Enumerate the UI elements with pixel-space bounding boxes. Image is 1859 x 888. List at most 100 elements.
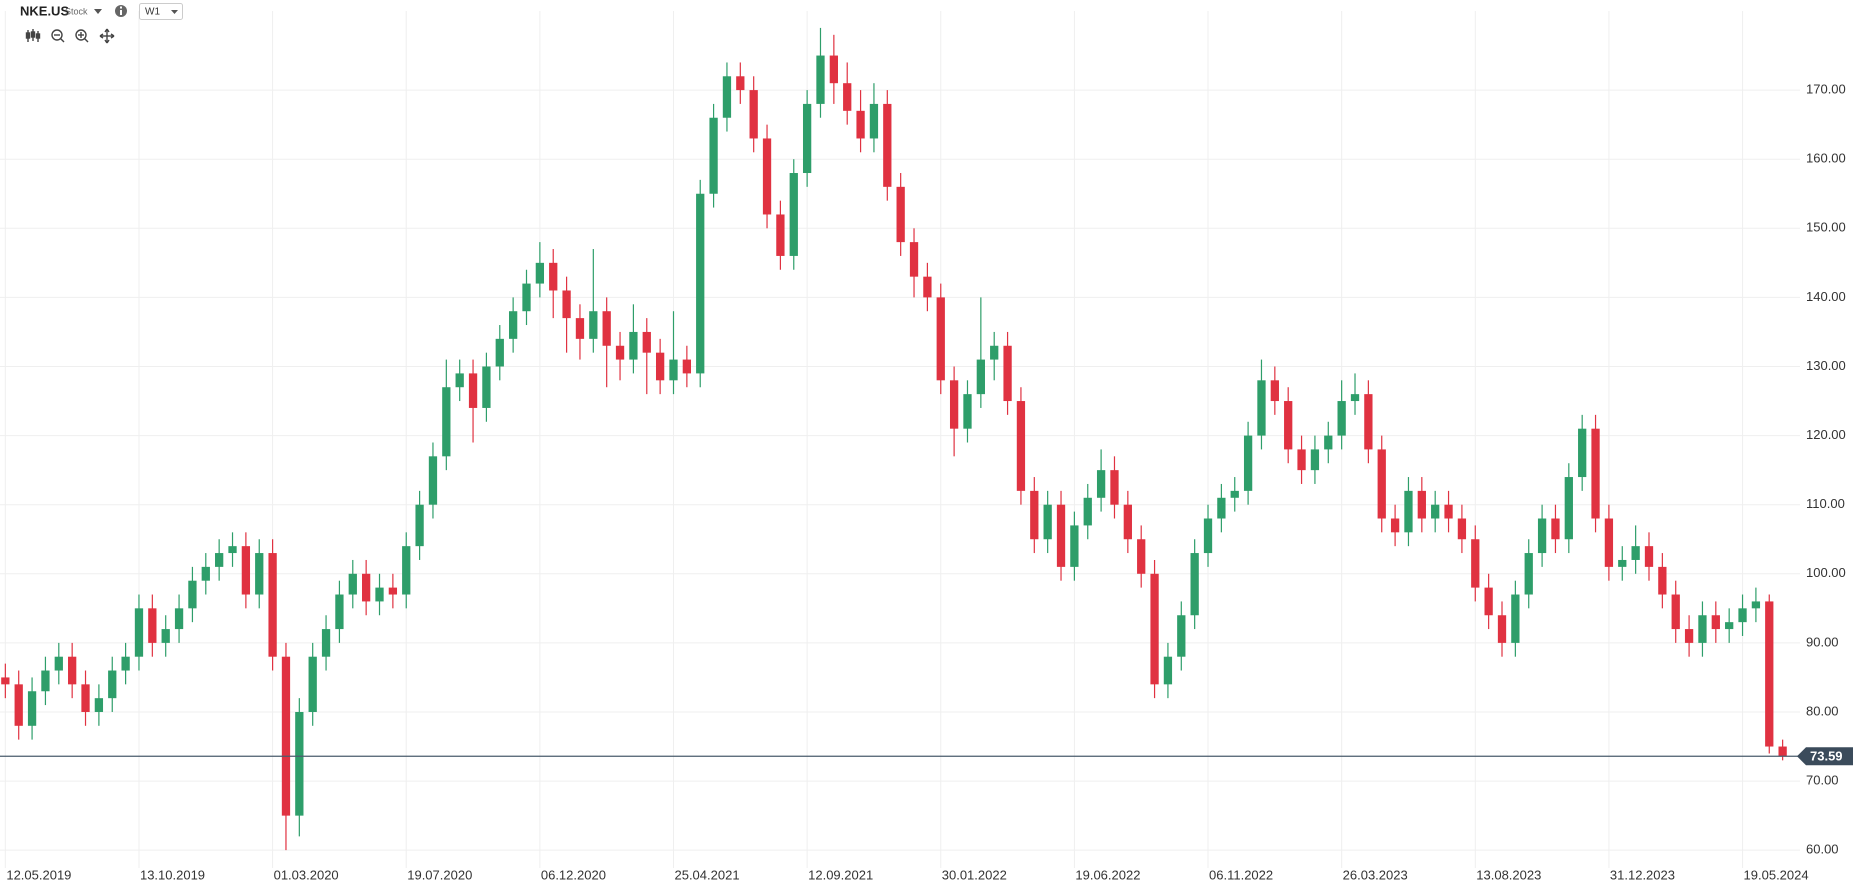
candle-body	[508, 311, 518, 339]
candle-body	[1257, 380, 1266, 436]
symbol[interactable]: NKE.US	[20, 3, 69, 18]
x-tick-label: 06.12.2020	[541, 867, 606, 882]
last-price-tag	[1797, 747, 1853, 766]
x-tick-label: 06.11.2022	[1209, 867, 1273, 882]
candle-body	[442, 387, 451, 457]
info-icon-glyph	[120, 10, 122, 15]
candle-body	[762, 138, 772, 215]
candle-body	[54, 656, 63, 671]
candle-body	[41, 670, 50, 692]
candle-body	[27, 691, 37, 726]
toolbar	[25, 28, 115, 44]
interval-dropdown[interactable]	[171, 10, 178, 14]
candle-body	[923, 276, 932, 298]
last-price-label: 73.59	[1810, 749, 1843, 764]
candle-body	[736, 76, 745, 91]
candle-body	[1537, 518, 1547, 554]
candle-body	[308, 656, 317, 712]
candle-body	[949, 380, 959, 429]
x-tick-label: 30.01.2022	[942, 867, 1007, 882]
candle-body	[522, 283, 531, 312]
y-tick-label: 120.00	[1806, 427, 1846, 442]
candle-body	[1377, 449, 1386, 519]
candle-body	[1711, 615, 1720, 630]
instrument-kind: Stock	[65, 6, 88, 16]
candle-body	[1310, 449, 1320, 471]
candle-body	[1604, 518, 1614, 567]
candle-body	[615, 345, 625, 360]
candle-body	[1043, 504, 1052, 540]
candle-body	[268, 553, 277, 657]
candle-body	[575, 318, 585, 339]
candle-body	[94, 698, 104, 712]
interval[interactable]: W1	[145, 7, 160, 18]
candle-body	[281, 656, 291, 816]
candle-body	[936, 297, 945, 381]
candle-body	[134, 608, 144, 657]
candle-body	[776, 214, 785, 256]
candle-body	[1270, 380, 1279, 402]
candle-body	[1484, 587, 1493, 616]
candle-body	[722, 76, 732, 118]
x-tick-label: 19.07.2020	[407, 867, 472, 882]
candle-body	[255, 553, 264, 595]
candle-body	[321, 629, 331, 657]
candle-body	[655, 352, 665, 381]
candle-body	[669, 359, 678, 381]
candle-body	[589, 311, 598, 339]
y-tick-label: 70.00	[1806, 773, 1839, 788]
candle-body	[121, 656, 130, 671]
candle-body	[602, 311, 611, 346]
x-tick-label: 19.06.2022	[1075, 867, 1140, 882]
candle-body	[1096, 470, 1106, 498]
candle-body	[1150, 573, 1159, 685]
candle-body	[1725, 622, 1734, 630]
chart-type-tool[interactable]	[25, 29, 41, 42]
candle-body	[990, 345, 999, 360]
x-tick-label: 13.08.2023	[1476, 867, 1541, 882]
candle-body	[415, 504, 424, 547]
interval-select[interactable]	[139, 3, 183, 20]
candle-body	[1243, 435, 1253, 491]
candle-body	[1431, 504, 1440, 519]
y-tick-label: 160.00	[1806, 151, 1846, 166]
candle-body	[909, 242, 919, 277]
grid	[0, 11, 1800, 868]
candle-body	[1190, 553, 1199, 616]
y-tick-label: 170.00	[1806, 82, 1846, 97]
candle-body	[228, 546, 237, 554]
candle-body	[1778, 746, 1787, 757]
candle-body	[896, 186, 905, 243]
y-tick-label: 140.00	[1806, 289, 1846, 304]
candle-body	[1698, 615, 1707, 643]
candle-body	[535, 262, 545, 284]
candle-body	[148, 608, 157, 643]
candle-body	[789, 173, 798, 256]
candle-body	[428, 456, 438, 505]
candle-body	[869, 103, 879, 139]
candle-body	[843, 83, 852, 111]
candle-body	[1203, 518, 1213, 554]
candle-body	[1684, 629, 1694, 643]
candle-body	[1070, 525, 1079, 567]
candle-body	[1337, 401, 1346, 436]
candle-body	[629, 331, 638, 360]
candle-body	[976, 359, 985, 395]
zoom-in-tool[interactable]	[75, 29, 89, 43]
candle-body	[1137, 539, 1146, 574]
pan-tool[interactable]	[99, 28, 115, 44]
zoom-out-tool[interactable]	[51, 29, 65, 43]
candle-body	[1003, 345, 1012, 402]
symbol-dropdown[interactable]	[94, 9, 102, 14]
candle-body	[188, 580, 197, 609]
candle-body	[1578, 428, 1587, 478]
candle-body	[1618, 559, 1627, 567]
y-tick-label: 90.00	[1806, 634, 1839, 649]
candle-body	[1404, 490, 1413, 533]
x-tick-label: 25.04.2021	[674, 867, 739, 882]
y-tick-label: 130.00	[1806, 358, 1846, 373]
candle-body	[1631, 546, 1640, 560]
candle-body	[1564, 477, 1573, 540]
